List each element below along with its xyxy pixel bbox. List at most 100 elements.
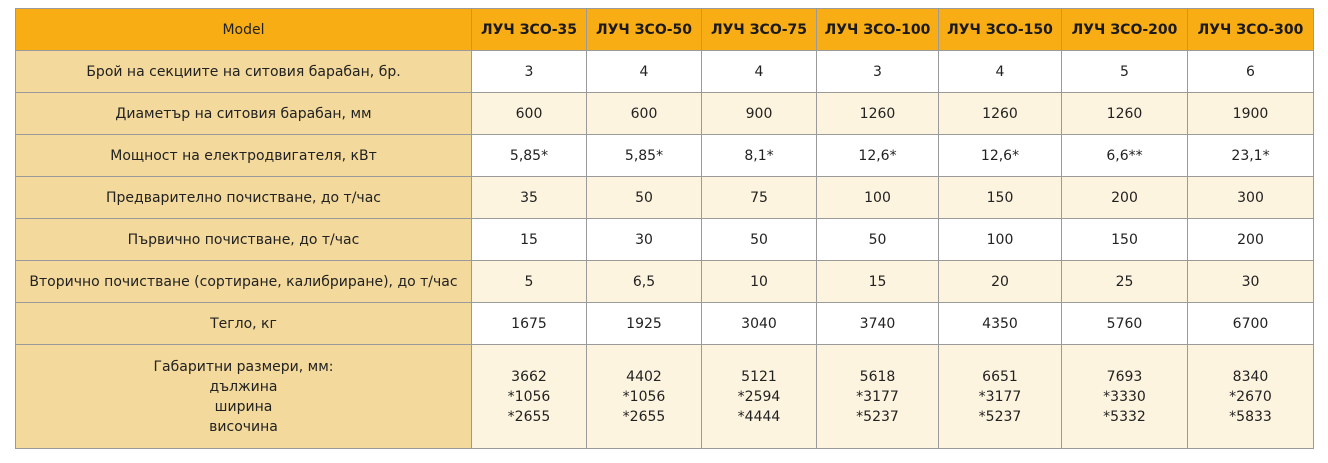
cell-line: 6,5 [632,273,656,290]
value-cell: 4 [938,50,1062,93]
cell-line: Вторично почистване (сортиране, калибрир… [29,273,458,290]
value-cell: 200 [1061,176,1188,219]
value-cell: 100 [816,176,939,219]
value-cell: 35 [471,176,587,219]
value-cell: 8340 *2670 *5833 [1187,344,1314,449]
cell-line: Габаритни размери, мм: [153,358,334,375]
cell-line: 5,85* [624,147,664,164]
value-cell: 10 [701,260,817,303]
value-cell: 25 [1061,260,1188,303]
value-cell: 900 [701,92,817,135]
cell-line: 600 [515,105,543,122]
row-label: Първично почистване, до т/час [15,218,472,261]
cell-line: 1260 [982,105,1018,122]
cell-line: 1925 [626,315,662,332]
value-cell: 5 [471,260,587,303]
cell-line: 600 [630,105,658,122]
model-header: ЛУЧ ЗСО-200 [1061,8,1188,51]
value-cell: 1675 [471,302,587,345]
cell-line: 150 [986,189,1014,206]
cell-line: 4 [639,63,649,80]
value-cell: 3740 [816,302,939,345]
value-cell: 1260 [1061,92,1188,135]
cell-line: *2655 [507,408,551,425]
model-header: ЛУЧ ЗСО-100 [816,8,939,51]
cell-line: *3330 [1103,388,1146,405]
cell-line: *5237 [978,408,1022,425]
cell-line: 8340 [1232,368,1269,385]
value-cell: 600 [586,92,702,135]
value-cell: 7693 *3330 *5332 [1061,344,1188,449]
header-label: Model [15,8,472,51]
value-cell: 3040 [701,302,817,345]
cell-line: *2594 [737,388,781,405]
cell-line: Брой на секциите на ситовия барабан, бр. [86,63,401,80]
cell-line: 75 [750,189,768,206]
cell-line: 10 [750,273,768,290]
value-cell: 23,1* [1187,134,1314,177]
value-cell: 6 [1187,50,1314,93]
cell-line: 3740 [859,315,896,332]
cell-line: 900 [745,105,773,122]
table-row: Габаритни размери, мм: дължина ширина височ… [15,344,1314,449]
cell-line: 7693 [1106,368,1143,385]
cell-line: 25 [1115,273,1134,290]
cell-line: 15 [520,231,538,248]
cell-line: 6700 [1232,315,1269,332]
cell-line: *2670 [1229,388,1272,405]
cell-line: 8,1* [744,147,774,164]
cell-line: 100 [864,189,891,206]
value-cell: 1925 [586,302,702,345]
value-cell: 6,6** [1061,134,1188,177]
row-label: Диаметър на ситовия барабан, мм [15,92,472,135]
cell-line: 3040 [741,315,777,332]
value-cell: 3 [816,50,939,93]
cell-line: 12,6* [858,147,897,164]
value-cell: 200 [1187,218,1314,261]
value-cell: 5121 *2594 *4444 [701,344,817,449]
spec-table: Model ЛУЧ ЗСО-35 ЛУЧ ЗСО-50 ЛУЧ ЗСО-75 ЛУЧ З… [15,8,1314,449]
table-row: Диаметър на ситовия барабан, мм 600 600 900… [15,92,1314,135]
table-row: Тегло, кг 1675 1925 3040 3740 4350 5760 6700 [15,302,1314,345]
cell-line: 30 [1241,273,1260,290]
value-cell: 6651 *3177 *5237 [938,344,1062,449]
value-cell: 50 [701,218,817,261]
cell-line: височина [209,418,278,435]
value-cell: 5760 [1061,302,1188,345]
value-cell: 15 [816,260,939,303]
cell-line: 1260 [859,105,896,122]
value-cell: 3 [471,50,587,93]
model-header: ЛУЧ ЗСО-300 [1187,8,1314,51]
cell-line: 3 [524,63,534,80]
value-cell: 15 [471,218,587,261]
cell-line: 300 [1237,189,1264,206]
model-header: ЛУЧ ЗСО-35 [471,8,587,51]
cell-line: 50 [750,231,768,248]
value-cell: 300 [1187,176,1314,219]
cell-line: Мощност на електродвигателя, кВт [110,147,377,164]
cell-line: 150 [1111,231,1138,248]
value-cell: 6700 [1187,302,1314,345]
cell-line: 3662 [511,368,547,385]
cell-line: *5237 [856,408,899,425]
value-cell: 5,85* [586,134,702,177]
value-cell: 12,6* [816,134,939,177]
value-cell: 150 [938,176,1062,219]
cell-line: 6651 [982,368,1018,385]
value-cell: 12,6* [938,134,1062,177]
value-cell: 1900 [1187,92,1314,135]
value-cell: 8,1* [701,134,817,177]
cell-line: *3177 [856,388,899,405]
row-label: Предварително почистване, до т/час [15,176,472,219]
cell-line: 50 [635,189,653,206]
cell-line: 6,6** [1106,147,1143,164]
value-cell: 30 [586,218,702,261]
cell-line: 6 [1246,63,1255,80]
value-cell: 75 [701,176,817,219]
value-cell: 30 [1187,260,1314,303]
value-cell: 5618 *3177 *5237 [816,344,939,449]
cell-line: 35 [520,189,538,206]
header-row: Model ЛУЧ ЗСО-35 ЛУЧ ЗСО-50 ЛУЧ ЗСО-75 ЛУЧ З… [15,8,1314,51]
table-body: Брой на секциите на ситовия барабан, бр.… [15,50,1314,449]
